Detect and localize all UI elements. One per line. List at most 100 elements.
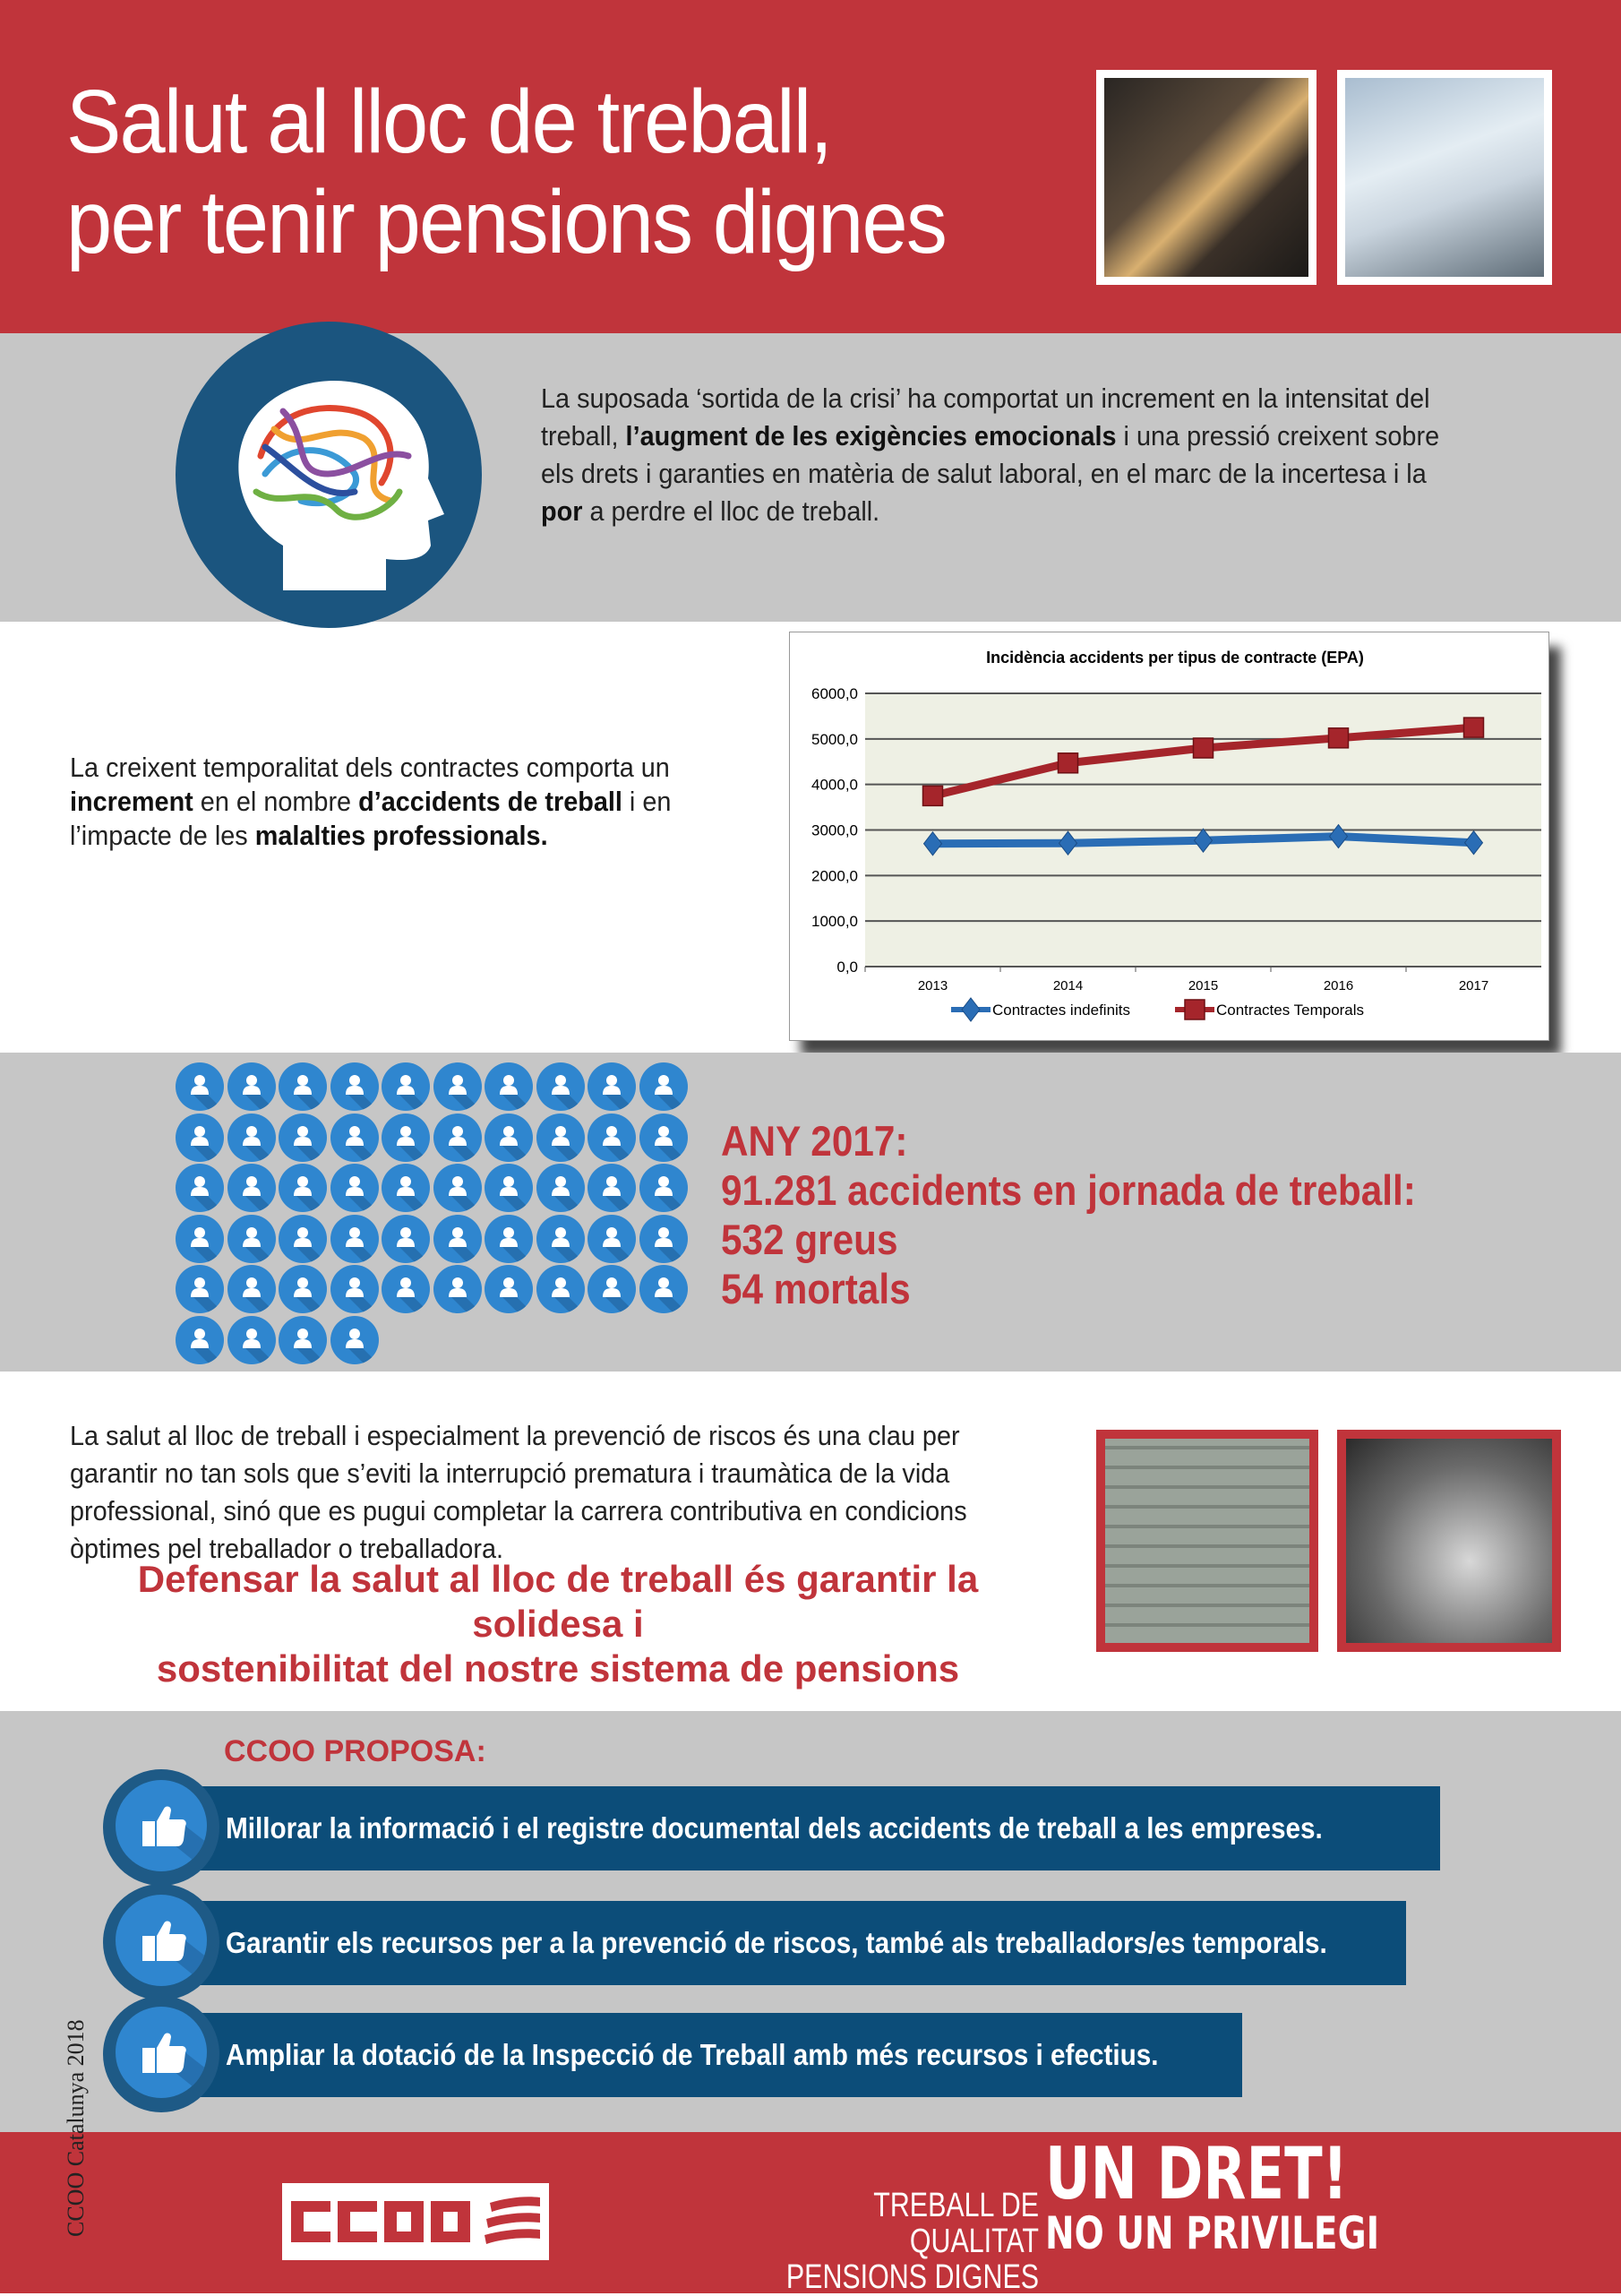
person-icon: [330, 1062, 379, 1111]
y-tick-label: 4000,0: [811, 777, 858, 794]
person-icon: [279, 1062, 327, 1111]
thumbs-up-icon: [103, 1769, 219, 1886]
person-icon: [382, 1214, 430, 1263]
person-icon: [639, 1265, 688, 1313]
person-icon: [382, 1113, 430, 1162]
person-icon: [433, 1265, 482, 1313]
person-icon: [330, 1113, 379, 1162]
credit-text: CCOO Catalunya 2018: [63, 2019, 89, 2237]
person-icon: [639, 1062, 688, 1111]
chart-title: Incidència accidents per tipus de contra…: [986, 649, 1364, 666]
thumbs-up-icon: [103, 1884, 219, 2000]
slogan: UN DRET! NO UN PRIVILEGI: [1045, 2132, 1380, 2259]
tagline: TREBALL DE QUALITAT PENSIONS DIGNES: [785, 2187, 1039, 2296]
y-tick-label: 0,0: [836, 959, 858, 976]
prevention-headline: Defensar la salut al lloc de treball és …: [137, 1558, 979, 1690]
person-icon: [433, 1164, 482, 1212]
welder-photo: [1096, 70, 1317, 285]
lab-technician-photo: [1337, 70, 1552, 285]
data-point: [1327, 727, 1350, 749]
person-icon: [382, 1265, 430, 1313]
person-icon: [588, 1265, 636, 1313]
data-point: [1328, 823, 1349, 849]
person-icon: [536, 1113, 585, 1162]
person-icon: [536, 1214, 585, 1263]
person-icon: [330, 1214, 379, 1263]
legend-label: Contractes indefinits: [992, 1002, 1130, 1019]
ccoo-logo: [282, 2183, 549, 2260]
person-icon: [227, 1164, 276, 1212]
person-icon: [176, 1164, 224, 1212]
person-icon: [279, 1113, 327, 1162]
person-icon: [485, 1214, 533, 1263]
head-brain-icon: [176, 322, 482, 628]
elderly-couple-photo: [1337, 1430, 1561, 1652]
x-tick-label: 2017: [1459, 978, 1488, 993]
data-point: [922, 830, 943, 856]
data-point: [1462, 717, 1485, 738]
person-icon: [433, 1062, 482, 1111]
person-icon: [382, 1062, 430, 1111]
temporality-paragraph: La creixent temporalitat dels contractes…: [70, 752, 672, 851]
person-icon: [330, 1315, 379, 1364]
person-icon: [279, 1315, 327, 1364]
proposal-item: Garantir els recursos per a la prevenció…: [176, 1901, 1406, 1985]
x-tick-label: 2013: [918, 978, 948, 993]
person-icon: [279, 1265, 327, 1313]
stats-block: ANY 2017: 91.281 accidents en jornada de…: [721, 1117, 1416, 1312]
person-icon: [485, 1062, 533, 1111]
x-tick-label: 2016: [1324, 978, 1353, 993]
facade-workers-photo: [1096, 1430, 1318, 1652]
person-icon: [485, 1164, 533, 1212]
person-icon: [227, 1214, 276, 1263]
y-tick-label: 3000,0: [811, 822, 858, 839]
page-title: Salut al lloc de treball, per tenir pens…: [66, 72, 948, 272]
y-tick-label: 1000,0: [811, 913, 858, 930]
person-icon: [485, 1265, 533, 1313]
person-icon: [536, 1062, 585, 1111]
person-icon: [227, 1315, 276, 1364]
person-icon: [588, 1113, 636, 1162]
person-icon: [433, 1214, 482, 1263]
legend-marker: [1184, 999, 1205, 1020]
y-tick-label: 2000,0: [811, 867, 858, 884]
person-icon-grid: [176, 1062, 695, 1367]
person-icon: [639, 1164, 688, 1212]
person-icon: [485, 1113, 533, 1162]
y-tick-label: 5000,0: [811, 731, 858, 748]
person-icon: [433, 1113, 482, 1162]
proposal-item: Millorar la informació i el registre doc…: [176, 1786, 1440, 1870]
x-tick-label: 2014: [1053, 978, 1083, 993]
person-icon: [330, 1265, 379, 1313]
prevention-paragraph: La salut al lloc de treball i especialme…: [70, 1420, 967, 1564]
person-icon: [227, 1062, 276, 1111]
person-icon: [176, 1113, 224, 1162]
legend-label: Contractes Temporals: [1216, 1002, 1364, 1019]
data-point: [922, 785, 944, 807]
proposals-heading: CCOO PROPOSA:: [224, 1734, 486, 1768]
data-point: [1193, 828, 1214, 854]
person-icon: [227, 1113, 276, 1162]
person-icon: [588, 1062, 636, 1111]
person-icon: [279, 1214, 327, 1263]
person-icon: [588, 1214, 636, 1263]
y-tick-label: 6000,0: [811, 685, 858, 702]
person-icon: [588, 1164, 636, 1212]
legend-marker: [961, 997, 981, 1022]
person-icon: [176, 1214, 224, 1263]
intro-paragraph: La suposada ‘sortida de la crisi’ ha com…: [541, 383, 1440, 527]
data-point: [1057, 752, 1079, 774]
person-icon: [176, 1265, 224, 1313]
footer-band: [0, 2132, 1621, 2293]
accidents-chart: Incidència accidents per tipus de contra…: [789, 632, 1549, 1041]
person-icon: [639, 1214, 688, 1263]
person-icon: [176, 1315, 224, 1364]
data-point: [1463, 830, 1484, 856]
person-icon: [176, 1062, 224, 1111]
person-icon: [536, 1164, 585, 1212]
data-point: [1192, 737, 1214, 759]
person-icon: [279, 1164, 327, 1212]
person-icon: [330, 1164, 379, 1212]
person-icon: [536, 1265, 585, 1313]
stats-band: [0, 1053, 1621, 1372]
